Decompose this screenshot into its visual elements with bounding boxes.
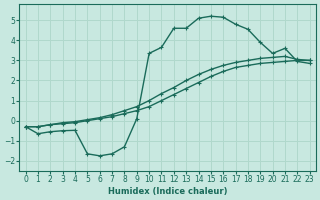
- X-axis label: Humidex (Indice chaleur): Humidex (Indice chaleur): [108, 187, 228, 196]
